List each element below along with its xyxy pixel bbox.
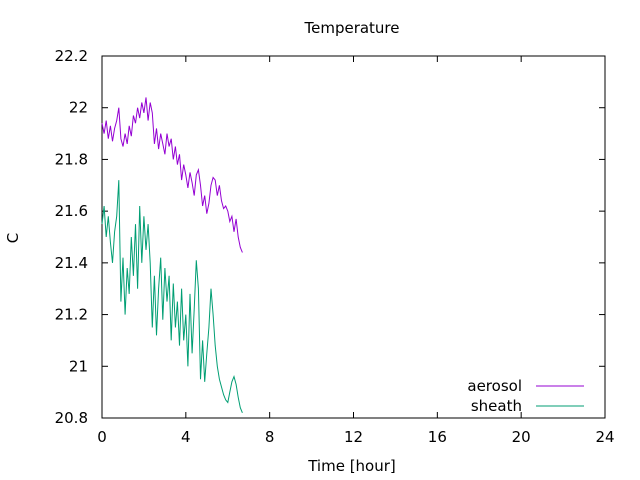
y-tick-label: 22 (69, 99, 88, 117)
y-tick-label: 21.4 (55, 254, 88, 272)
series-lines (101, 97, 243, 413)
x-tick-label: 8 (265, 428, 275, 446)
x-tick-label: 20 (512, 428, 531, 446)
legend: aerosol sheath (467, 377, 584, 415)
chart-title: Temperature (303, 19, 399, 37)
y-tick-label: 20.8 (55, 409, 88, 427)
x-tick-label: 24 (595, 428, 614, 446)
axis-ticks: 0 4 8 12 16 20 24 20.8 21 21.2 21.4 21.6 21.8 22 22.2 (55, 47, 615, 446)
plot-frame (101, 55, 606, 419)
y-axis-label: C (4, 233, 22, 243)
x-tick-label: 0 (97, 428, 107, 446)
legend-label-sheath: sheath (471, 397, 522, 415)
y-tick-label: 21.8 (55, 150, 88, 168)
series-line-aerosol (101, 97, 243, 253)
x-tick-label: 4 (181, 428, 191, 446)
y-tick-label: 21.2 (55, 306, 88, 324)
legend-label-aerosol: aerosol (467, 377, 522, 395)
y-tick-label: 22.2 (55, 47, 88, 65)
y-tick-label: 21.6 (55, 202, 88, 220)
x-axis-label: Time [hour] (307, 457, 396, 475)
x-tick-label: 16 (428, 428, 447, 446)
series-line-sheath (101, 180, 243, 413)
y-tick-label: 21 (69, 357, 88, 375)
x-tick-label: 12 (344, 428, 363, 446)
